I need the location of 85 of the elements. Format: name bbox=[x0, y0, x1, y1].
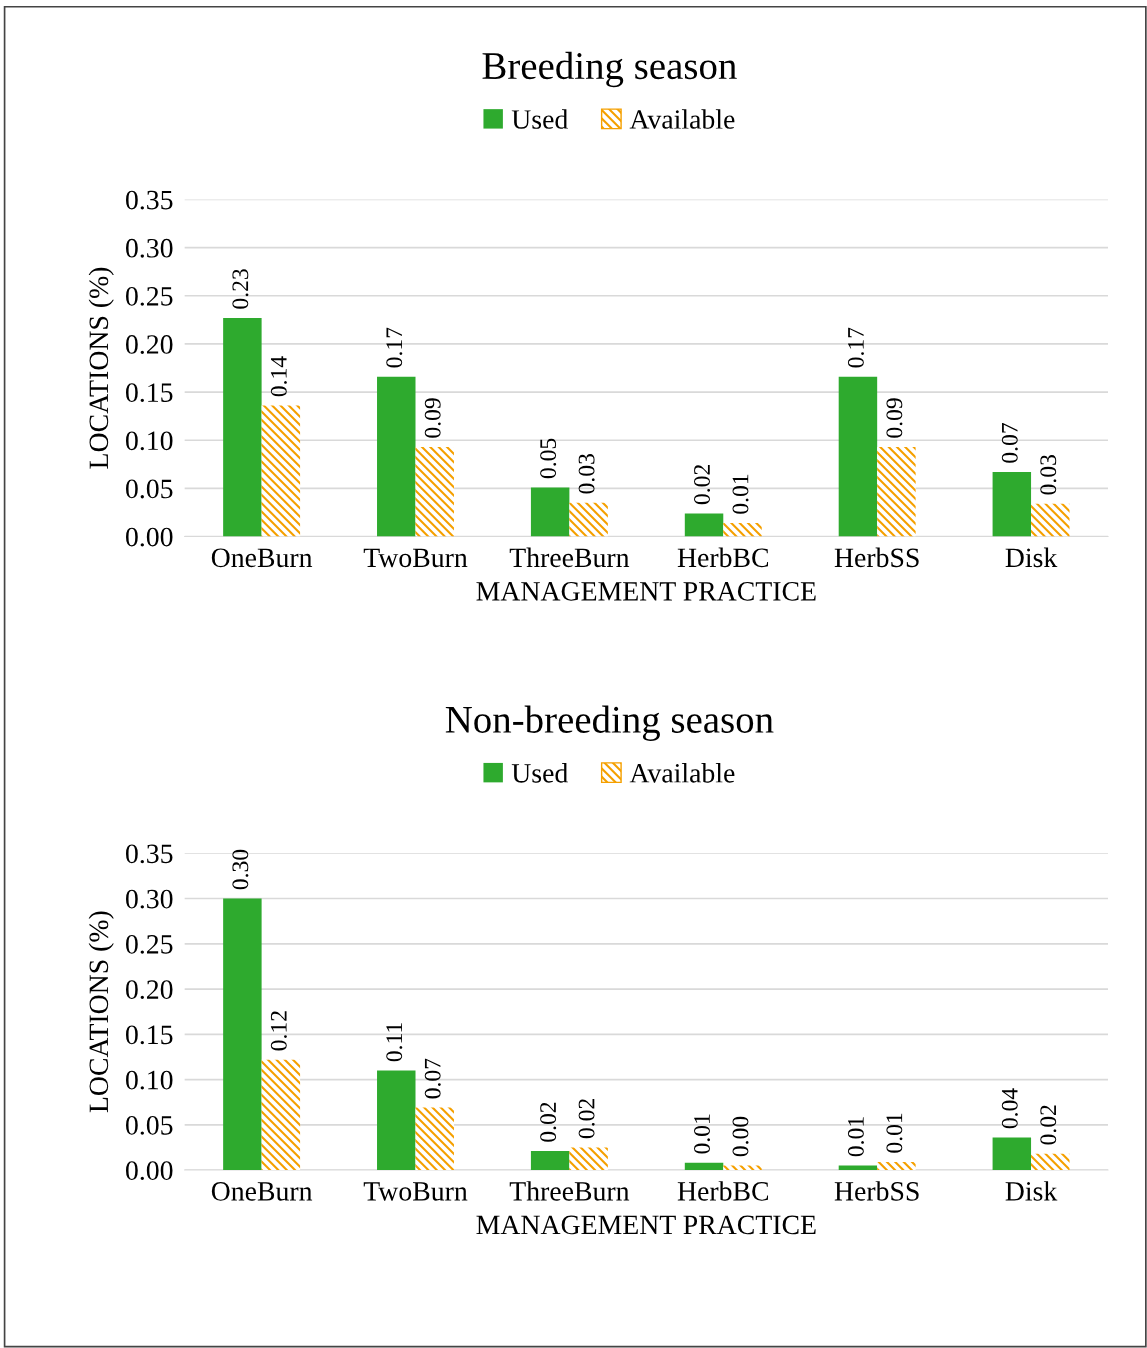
data-label: 0.01 bbox=[886, 1113, 903, 1153]
data-label: 0.03 bbox=[578, 454, 595, 494]
x-tick-label: OneBurn bbox=[211, 548, 313, 568]
chart-title: Breeding season bbox=[482, 51, 737, 88]
x-tick-label: HerbSS bbox=[834, 1181, 919, 1201]
bar bbox=[877, 446, 916, 537]
legend-label: Used bbox=[511, 763, 568, 783]
x-tick-label: ThreeBurn bbox=[509, 547, 630, 568]
bar bbox=[723, 523, 762, 537]
data-label: 0.04 bbox=[1001, 1088, 1018, 1129]
data-label: 0.17 bbox=[386, 327, 403, 368]
y-axis-title: LOCATIONS (%) bbox=[88, 911, 114, 1113]
data-label: 0.01 bbox=[847, 1117, 864, 1157]
y-tick-label: 0.35 bbox=[126, 190, 173, 210]
legend-label: Available bbox=[629, 109, 735, 129]
chart-title: Non-breeding season bbox=[445, 705, 774, 741]
bar bbox=[877, 1161, 916, 1171]
bar bbox=[223, 898, 262, 1171]
y-tick-label: 0.20 bbox=[126, 980, 173, 1000]
bar bbox=[838, 376, 878, 537]
bar bbox=[723, 1165, 762, 1171]
y-tick-label: 0.15 bbox=[126, 1025, 173, 1045]
legend-label: Available bbox=[629, 763, 735, 783]
data-label: 0.02 bbox=[1040, 1105, 1057, 1145]
data-label: 0.01 bbox=[694, 1114, 711, 1154]
bar bbox=[684, 513, 724, 537]
bar bbox=[415, 1107, 454, 1171]
data-label: 0.07 bbox=[424, 1058, 441, 1099]
x-tick-label: Disk bbox=[1005, 547, 1058, 568]
y-tick-label: 0.00 bbox=[126, 1161, 173, 1181]
data-label: 0.07 bbox=[1001, 423, 1018, 463]
y-tick-label: 0.10 bbox=[126, 431, 173, 451]
y-tick-label: 0.15 bbox=[126, 383, 173, 403]
bar bbox=[1031, 1153, 1070, 1171]
data-label: 0.02 bbox=[540, 1102, 557, 1142]
data-label: 0.30 bbox=[232, 849, 249, 890]
legend-label: Used bbox=[511, 109, 568, 129]
data-label: 0.09 bbox=[886, 398, 903, 438]
y-tick-label: 0.00 bbox=[126, 527, 173, 547]
bar bbox=[684, 1162, 724, 1171]
y-tick-label: 0.20 bbox=[126, 335, 173, 354]
bar bbox=[377, 1070, 416, 1171]
data-label: 0.02 bbox=[694, 465, 711, 505]
x-axis-title: MANAGEMENT PRACTICE bbox=[476, 582, 816, 601]
data-label: 0.02 bbox=[578, 1099, 595, 1139]
data-label: 0.17 bbox=[847, 327, 864, 368]
data-label: 0.23 bbox=[232, 269, 249, 309]
y-tick-label: 0.35 bbox=[126, 844, 173, 864]
data-label: 0.11 bbox=[386, 1023, 403, 1062]
y-tick-label: 0.10 bbox=[126, 1070, 173, 1090]
bar bbox=[530, 1151, 570, 1171]
bar bbox=[415, 446, 454, 537]
y-tick-label: 0.05 bbox=[126, 1115, 173, 1135]
x-axis-title: MANAGEMENT PRACTICE bbox=[476, 1215, 816, 1235]
y-tick-label: 0.05 bbox=[126, 479, 173, 499]
x-tick-label: ThreeBurn bbox=[509, 1181, 630, 1201]
y-tick-label: 0.25 bbox=[126, 934, 173, 954]
bar bbox=[261, 405, 301, 537]
bar bbox=[261, 1059, 301, 1171]
bar bbox=[992, 471, 1032, 537]
y-tick-label: 0.25 bbox=[126, 286, 173, 306]
bar bbox=[992, 1137, 1032, 1171]
bar bbox=[530, 487, 570, 537]
data-label: 0.01 bbox=[732, 474, 749, 514]
bar bbox=[223, 317, 262, 537]
x-tick-label: TwoBurn bbox=[363, 1182, 468, 1201]
bar bbox=[569, 1147, 608, 1171]
y-axis-title: LOCATIONS (%) bbox=[88, 267, 114, 469]
x-tick-label: TwoBurn bbox=[363, 548, 468, 568]
data-label: 0.09 bbox=[424, 398, 441, 438]
x-tick-label: HerbBC bbox=[677, 1181, 769, 1201]
data-label: 0.03 bbox=[1040, 455, 1057, 495]
data-label: 0.14 bbox=[270, 356, 287, 397]
x-tick-label: HerbSS bbox=[834, 547, 919, 568]
bar bbox=[569, 502, 608, 537]
bar bbox=[377, 376, 416, 537]
data-label: 0.05 bbox=[540, 438, 557, 479]
y-tick-label: 0.30 bbox=[126, 238, 173, 258]
data-label: 0.00 bbox=[732, 1116, 749, 1157]
x-tick-label: OneBurn bbox=[211, 1182, 313, 1201]
x-tick-label: HerbBC bbox=[677, 547, 769, 568]
data-label: 0.12 bbox=[270, 1011, 287, 1051]
bar bbox=[1031, 503, 1070, 537]
x-tick-label: Disk bbox=[1005, 1181, 1058, 1201]
y-tick-label: 0.30 bbox=[126, 889, 173, 909]
